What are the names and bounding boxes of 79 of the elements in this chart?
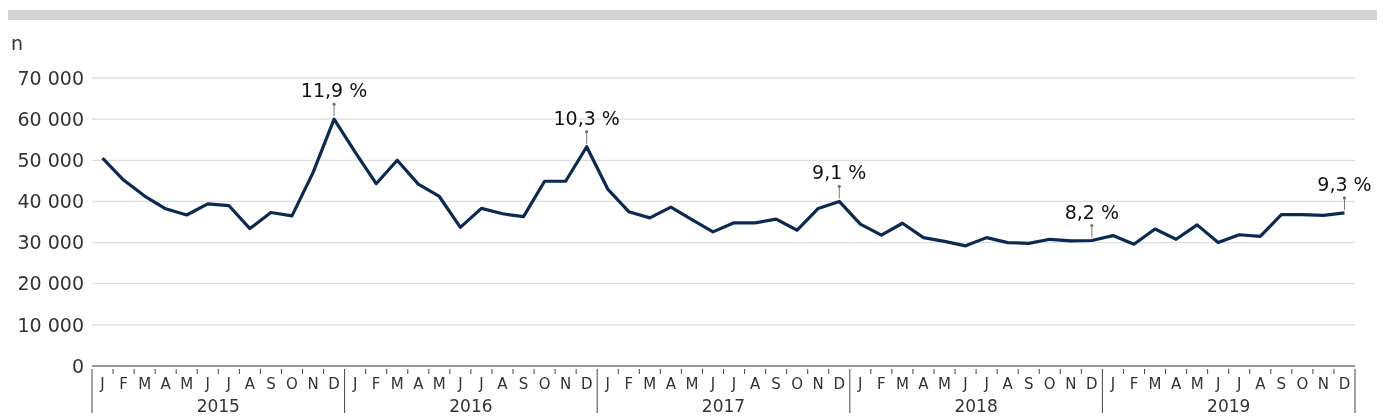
x-tick-label: A (497, 375, 509, 393)
x-tick-label: M (895, 375, 909, 393)
x-tick-label: A (1255, 375, 1267, 393)
x-tick-label: F (119, 375, 128, 393)
x-tick-label: F (1129, 375, 1139, 393)
x-tick-label: A (413, 375, 425, 393)
x-tick-label: J (99, 375, 105, 393)
annotation: 9,1 % (812, 161, 867, 184)
x-tick-label: F (624, 375, 634, 393)
y-tick-label: 40 000 (17, 190, 84, 213)
x-tick-label: J (351, 375, 358, 393)
x-tick-label: M (643, 375, 657, 393)
x-tick-label: S (771, 375, 781, 393)
annotation: 9,3 % (1317, 172, 1372, 195)
x-tick-label: O (286, 375, 298, 393)
x-tick-label: M (1190, 375, 1204, 393)
x-tick-label: N (1065, 375, 1077, 393)
x-tick-label: M (180, 375, 194, 393)
x-tick-label: D (328, 375, 340, 393)
x-tick-label: N (812, 375, 824, 393)
x-tick-label: J (962, 375, 968, 393)
x-tick-label: O (791, 375, 804, 393)
x-tick-label: O (538, 375, 551, 393)
x-tick-label: A (1002, 375, 1014, 393)
x-tick-label: F (877, 375, 886, 393)
x-tick-label: S (1023, 375, 1034, 393)
x-tick-label: J (457, 375, 463, 393)
x-tick-label: A (918, 375, 930, 393)
text: 2019 (1207, 396, 1251, 416)
x-tick-label: A (665, 375, 677, 393)
x-tick-label: A (160, 375, 172, 393)
x-tick-label: M (938, 375, 951, 393)
x-tick-label: J (1214, 375, 1221, 393)
y-tick-label: 30 000 (17, 231, 84, 254)
x-tick-label: S (1276, 375, 1287, 393)
x-tick-label: D (1086, 375, 1098, 393)
x-tick-label: J (709, 375, 716, 393)
x-tick-label: J (604, 375, 610, 393)
x-tick-label: J (204, 375, 210, 393)
x-tick-label: O (1296, 375, 1309, 393)
x-tick-label: N (560, 375, 572, 393)
y-tick-label: 70 000 (17, 66, 84, 89)
x-tick-label: N (1317, 375, 1330, 393)
x-tick-label: J (225, 375, 232, 393)
y-tick-label: 0 (71, 354, 84, 377)
x-tick-label: O (1043, 375, 1056, 393)
text: 2018 (954, 396, 998, 416)
annotation: 8,2 % (1064, 200, 1120, 223)
x-tick-label: M (138, 375, 152, 393)
x-tick-label: J (857, 375, 863, 393)
x-tick-label: J (478, 375, 484, 393)
x-tick-label: M (685, 375, 699, 393)
x-tick-label: N (307, 375, 319, 393)
x-tick-label: J (983, 375, 989, 393)
x-tick-label: J (1236, 375, 1242, 393)
x-tick-label: S (266, 375, 276, 393)
y-tick-label: 60 000 (17, 107, 84, 130)
text: 2015 (196, 396, 240, 416)
text: 2017 (701, 396, 746, 416)
x-tick-label: A (749, 375, 761, 393)
y-tick-label: 50 000 (17, 149, 84, 172)
x-tick-label: D (1338, 375, 1351, 393)
text: 2016 (449, 396, 493, 416)
x-tick-label: M (1148, 375, 1162, 393)
x-tick-label: J (1109, 375, 1116, 393)
annotation: 10,3 % (553, 106, 620, 129)
x-tick-label: A (1170, 375, 1182, 393)
x-tick-label: D (833, 375, 846, 393)
x-tick-label: A (244, 375, 256, 393)
x-tick-label: J (730, 375, 737, 393)
annotation: 11,9 % (300, 79, 368, 102)
x-tick-label: S (518, 375, 529, 393)
y-tick-label: 10 000 (17, 313, 84, 336)
x-tick-label: M (432, 375, 446, 393)
x-tick-label: F (371, 375, 381, 393)
x-tick-label: M (390, 375, 404, 393)
y-tick-label: 20 000 (17, 272, 84, 295)
y-axis-title: n (11, 32, 24, 54)
x-tick-label: D (580, 375, 593, 393)
